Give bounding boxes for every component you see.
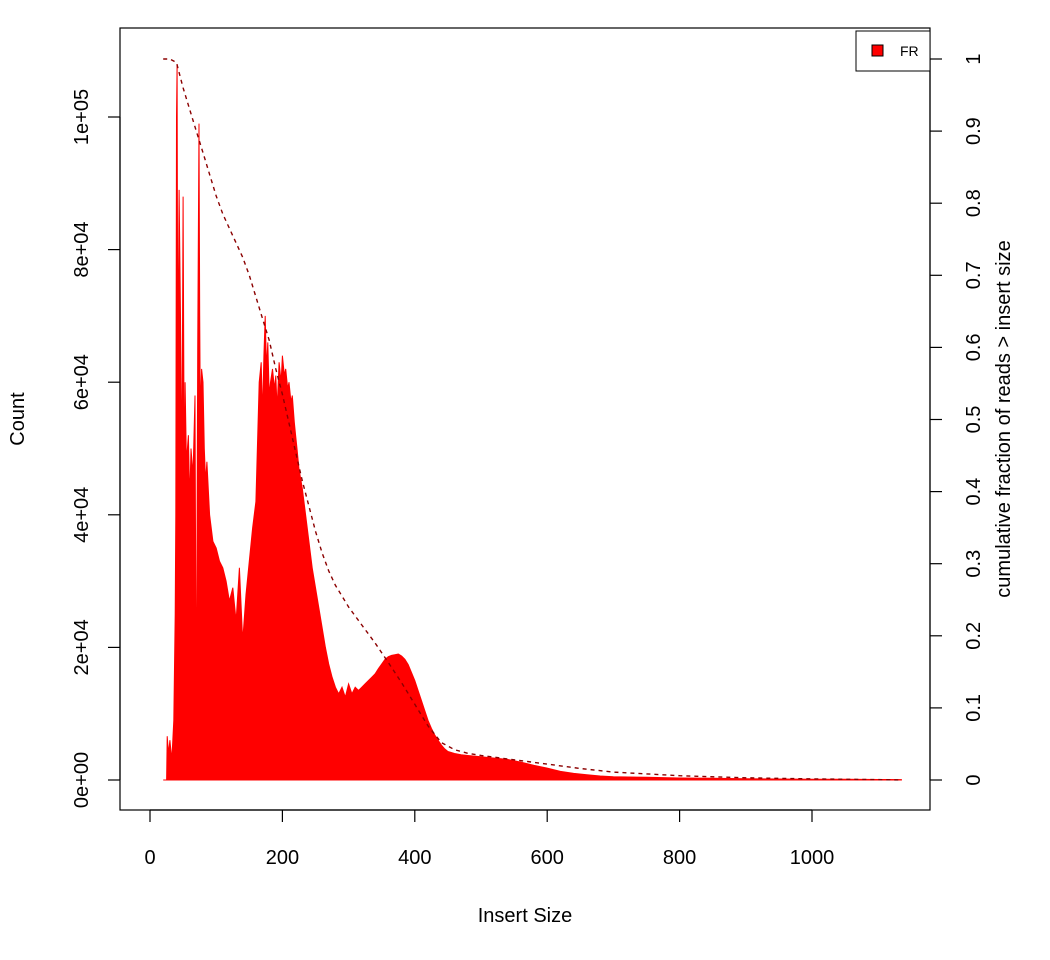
histogram-area-fr bbox=[163, 63, 902, 781]
y2-tick-label: 0.6 bbox=[963, 333, 985, 361]
y-tick-label: 0e+00 bbox=[71, 752, 93, 808]
histogram-layer bbox=[163, 63, 902, 781]
legend-label-fr: FR bbox=[900, 43, 919, 59]
y-tick-label: 4e+04 bbox=[71, 487, 93, 543]
y-tick-label: 6e+04 bbox=[71, 354, 93, 410]
y2-tick-label: 0.4 bbox=[963, 478, 985, 506]
y2-tick-label: 0.8 bbox=[963, 189, 985, 217]
legend-swatch bbox=[871, 44, 884, 57]
legend-box bbox=[855, 30, 931, 72]
y2-tick-label: 1 bbox=[963, 53, 985, 64]
y2-tick-label: 0.1 bbox=[963, 694, 985, 722]
y-tick-label: 2e+04 bbox=[71, 619, 93, 675]
x-tick-label: 400 bbox=[398, 847, 431, 869]
cumulative-fraction-line bbox=[163, 58, 902, 781]
y-axis: 0e+00 2e+04 4e+04 6e+04 8e+04 1e+05 bbox=[71, 89, 121, 808]
y-tick-label: 1e+05 bbox=[71, 89, 93, 145]
y2-tick-label: 0.5 bbox=[963, 406, 985, 434]
x-tick-label: 600 bbox=[531, 847, 564, 869]
y2-axis-label: cumulative fraction of reads > insert si… bbox=[993, 240, 1015, 597]
x-tick-label: 1000 bbox=[790, 847, 835, 869]
y2-tick-label: 0.2 bbox=[963, 622, 985, 650]
x-tick-label: 200 bbox=[266, 847, 299, 869]
x-axis-label: Insert Size bbox=[478, 905, 572, 927]
x-axis: 0 200 400 600 800 1000 bbox=[144, 809, 835, 869]
y2-tick-label: 0.3 bbox=[963, 550, 985, 578]
y-tick-label: 8e+04 bbox=[71, 222, 93, 278]
x-tick-label: 800 bbox=[663, 847, 696, 869]
cumulative-line-layer bbox=[163, 58, 902, 781]
y2-axis: 0 0.1 0.2 0.3 0.4 0.5 0.6 0.7 0.8 0.9 1 bbox=[929, 53, 985, 786]
legend: FR bbox=[855, 30, 931, 72]
y2-tick-label: 0.7 bbox=[963, 261, 985, 289]
y2-tick-label: 0 bbox=[963, 774, 985, 785]
x-tick-label: 0 bbox=[144, 847, 155, 869]
y-axis-label: Count bbox=[7, 392, 29, 446]
y2-tick-label: 0.9 bbox=[963, 117, 985, 145]
